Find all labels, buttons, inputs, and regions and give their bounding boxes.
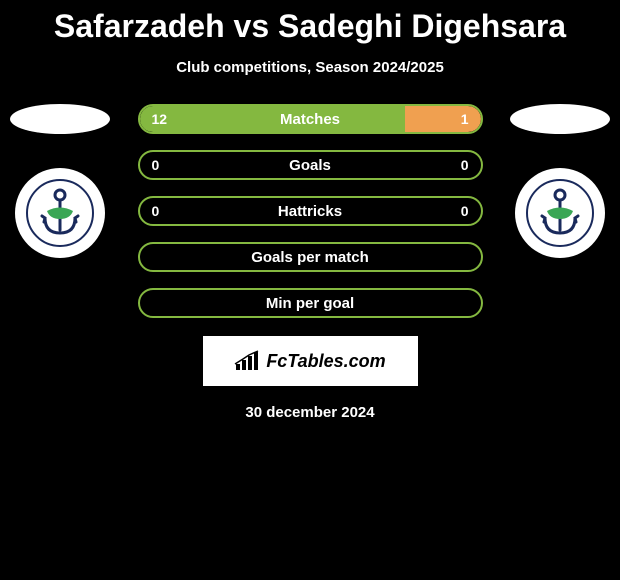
- page-title: Safarzadeh vs Sadeghi Digehsara: [0, 0, 620, 45]
- stat-row: 121Matches: [138, 104, 483, 134]
- brand-text: FcTables.com: [266, 351, 385, 372]
- stat-row: 00Hattricks: [138, 196, 483, 226]
- stat-label: Min per goal: [140, 295, 481, 312]
- date-text: 30 december 2024: [0, 404, 620, 421]
- stat-row: Min per goal: [138, 288, 483, 318]
- comparison-panel: 121Matches 00Goals 00Hattricks Goals per ma…: [0, 104, 620, 318]
- anchor-crest-icon: [25, 178, 95, 248]
- stat-label: Goals: [140, 157, 481, 174]
- stat-label: Goals per match: [140, 249, 481, 266]
- stat-row: 00Goals: [138, 150, 483, 180]
- flag-right: [510, 104, 610, 134]
- player-left-column: [10, 104, 110, 258]
- stat-row: Goals per match: [138, 242, 483, 272]
- anchor-crest-icon: [525, 178, 595, 248]
- club-badge-left: [15, 168, 105, 258]
- stats-list: 121Matches 00Goals 00Hattricks Goals per ma…: [138, 104, 483, 318]
- brand-box[interactable]: FcTables.com: [203, 336, 418, 386]
- club-badge-right: [515, 168, 605, 258]
- page-subtitle: Club competitions, Season 2024/2025: [0, 59, 620, 76]
- stat-label: Hattricks: [140, 203, 481, 220]
- player-right-column: [510, 104, 610, 258]
- stat-label: Matches: [140, 111, 481, 128]
- bar-chart-icon: [234, 350, 260, 372]
- flag-left: [10, 104, 110, 134]
